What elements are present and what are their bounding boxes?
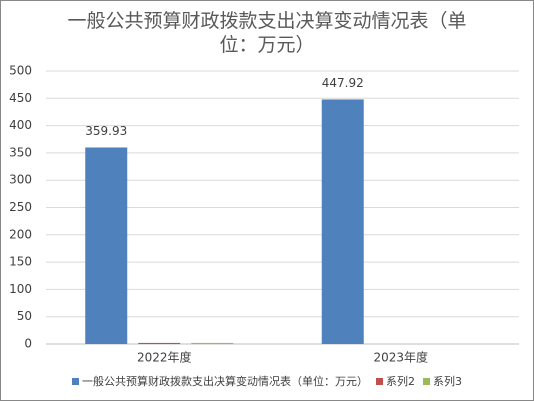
y-tick-label: 100 (9, 282, 32, 296)
y-tick-label: 50 (17, 309, 32, 323)
legend-label: 系列3 (433, 375, 462, 388)
legend-label: 系列2 (386, 375, 415, 388)
x-tick-label: 2022年度 (137, 350, 192, 365)
y-tick-label: 200 (9, 227, 32, 241)
bar (85, 147, 128, 344)
y-tick-label: 300 (9, 173, 32, 187)
data-label: 359.93 (85, 124, 127, 138)
legend-item: 系列2 (376, 373, 415, 389)
y-tick-label: 500 (9, 64, 32, 78)
y-tick-label: 450 (9, 91, 32, 105)
y-tick-label: 350 (9, 145, 32, 159)
legend: 一般公共预算财政拨款支出决算变动情况表（单位：万元） 系列2 系列3 (1, 373, 533, 389)
bar (138, 342, 181, 344)
y-tick-label: 400 (9, 118, 32, 132)
legend-item: 一般公共预算财政拨款支出决算变动情况表（单位：万元） (72, 373, 368, 389)
y-tick-label: 0 (24, 337, 32, 351)
y-tick-label: 150 (9, 255, 32, 269)
legend-swatch (376, 377, 383, 385)
chart-title: 一般公共预算财政拨款支出决算变动情况表（单位：万元） (67, 10, 467, 56)
y-tick-label: 250 (9, 200, 32, 214)
legend-swatch (72, 377, 79, 385)
legend-swatch (423, 377, 430, 385)
x-tick-label: 2023年度 (373, 350, 428, 365)
data-label: 447.92 (322, 76, 364, 90)
legend-item: 系列3 (423, 373, 462, 389)
bar (321, 99, 364, 345)
bar (191, 342, 234, 344)
legend-label: 一般公共预算财政拨款支出决算变动情况表（单位：万元） (82, 375, 368, 388)
